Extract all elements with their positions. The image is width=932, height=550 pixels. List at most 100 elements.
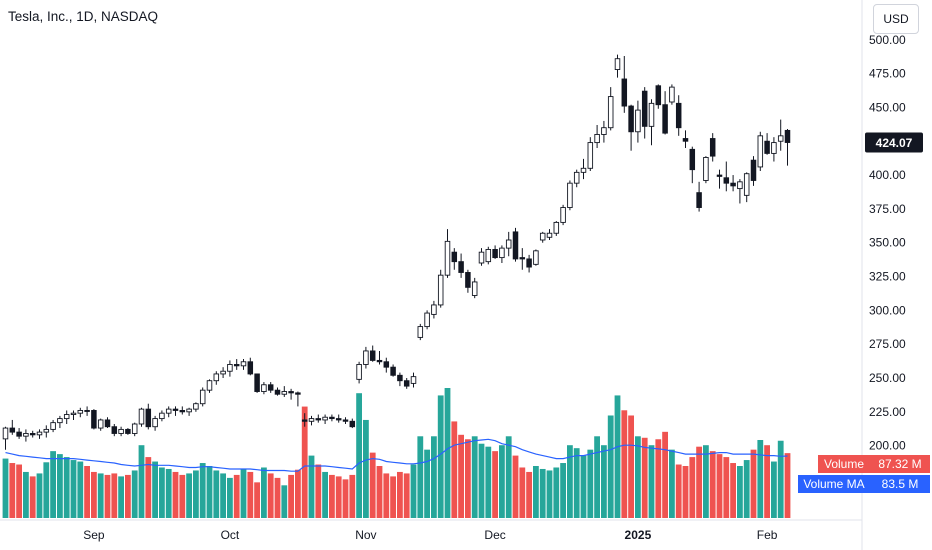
candle-body — [36, 431, 43, 436]
candle-body — [526, 258, 532, 268]
volume-bar — [383, 473, 390, 518]
volume-bar — [560, 463, 566, 518]
volume-bar — [342, 479, 349, 518]
candle-body — [57, 418, 63, 424]
volume-bar — [2, 458, 9, 518]
candle-body — [709, 138, 716, 157]
volume-bar — [397, 471, 403, 518]
candle-body — [757, 135, 764, 168]
volume-bar — [526, 471, 532, 518]
candle-body — [478, 251, 485, 264]
volume-bar — [125, 474, 131, 518]
volume-value-bg — [870, 455, 930, 473]
volume-bar — [9, 463, 16, 518]
volume-ma-value-bg — [870, 475, 930, 493]
volume-bar — [213, 470, 220, 518]
candle-body — [390, 366, 396, 376]
candle-body — [335, 418, 342, 421]
candle-body — [172, 408, 179, 411]
candle-body — [587, 142, 594, 169]
volume-bar — [689, 457, 696, 518]
volume-bar — [757, 440, 764, 518]
price-tick-label: 450.00 — [869, 100, 906, 114]
volume-bar — [390, 476, 396, 518]
volume-bar — [573, 448, 580, 518]
volume-bar — [764, 445, 770, 518]
candle-body — [750, 159, 757, 181]
candle-body — [179, 410, 186, 413]
volume-ma-label-bg — [798, 475, 870, 493]
price-tick-label: 500.00 — [869, 33, 906, 47]
volume-label-bg — [818, 455, 870, 473]
volume-bar — [499, 445, 505, 518]
volume-bar — [23, 471, 29, 518]
volume-bar — [227, 477, 233, 518]
volume-bar — [607, 415, 614, 518]
volume-bar — [403, 473, 410, 518]
candle-body — [199, 389, 206, 405]
volume-bar — [546, 470, 553, 518]
volume-bar — [641, 437, 648, 518]
volume-bar — [57, 454, 63, 518]
time-tick-label: Nov — [355, 528, 376, 542]
volume-bar — [614, 395, 621, 518]
candle-body — [254, 373, 260, 392]
volume-bar — [261, 467, 267, 518]
candle-body — [233, 364, 240, 367]
time-tick-label: Dec — [484, 528, 505, 542]
candle-body — [648, 102, 655, 127]
candle-body — [512, 231, 519, 260]
volume-bar — [580, 455, 587, 518]
volume-bar — [635, 436, 641, 518]
candle-body — [131, 423, 138, 434]
volume-bar — [784, 453, 791, 518]
volume-bar — [97, 473, 104, 518]
volume-bar — [771, 461, 777, 518]
volume-bar — [709, 451, 716, 518]
volume-bar — [458, 434, 464, 518]
candle-body — [281, 391, 288, 395]
time-tick-label: Oct — [221, 528, 240, 542]
volume-bar — [206, 466, 213, 518]
price-tick-label: 225.00 — [869, 405, 906, 419]
candle-body — [560, 207, 566, 223]
volume-bar — [444, 388, 451, 518]
candle-body — [111, 426, 118, 434]
volume-bar — [335, 476, 342, 518]
candle-body — [16, 431, 22, 437]
chart-title: Tesla, Inc., 1D, NASDAQ — [8, 9, 159, 24]
volume-bar — [750, 449, 757, 518]
candle-body — [444, 240, 451, 276]
time-tick-label: 2025 — [625, 528, 652, 542]
volume-ma-value-label: 83.5 M — [882, 477, 919, 491]
candle-body — [138, 408, 145, 425]
volume-bar — [138, 445, 145, 518]
candle-body — [675, 102, 682, 129]
volume-bar — [308, 455, 315, 518]
price-tick-label: 475.00 — [869, 67, 906, 81]
volume-bar — [567, 445, 573, 518]
candle-body — [288, 391, 294, 394]
candle-body — [50, 422, 56, 430]
volume-bar — [410, 464, 417, 518]
volume-bar — [36, 473, 43, 518]
candle-body — [641, 90, 648, 127]
currency-button[interactable]: USD — [873, 4, 919, 34]
volume-bar — [485, 446, 492, 518]
volume-bar — [519, 467, 526, 518]
candle-body — [533, 250, 539, 265]
volume-bar — [601, 445, 607, 518]
volume-bar — [587, 449, 594, 518]
candle-body — [125, 428, 131, 434]
volume-bar — [111, 473, 118, 518]
candle-body — [43, 428, 50, 433]
volume-bar — [417, 436, 424, 518]
volume-bar — [63, 457, 70, 518]
candle-body — [342, 419, 349, 422]
volume-bar — [716, 454, 723, 518]
candle-body — [295, 392, 301, 395]
candle-body — [567, 182, 573, 208]
candle-body — [152, 418, 158, 428]
candle-body — [519, 257, 526, 260]
